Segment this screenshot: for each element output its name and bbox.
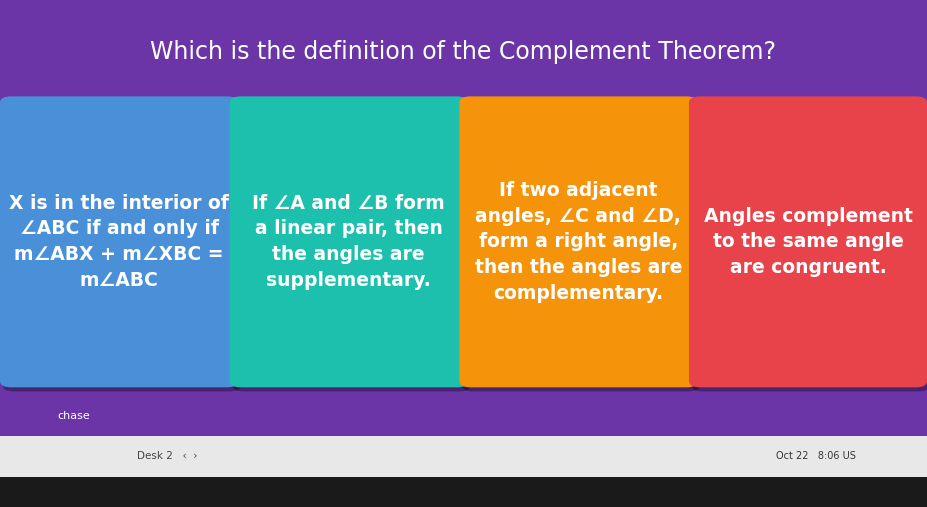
Text: Angles complement
to the same angle
are congruent.: Angles complement to the same angle are … xyxy=(704,207,912,277)
Text: chase: chase xyxy=(57,411,91,421)
Text: Which is the definition of the Complement Theorem?: Which is the definition of the Complemen… xyxy=(150,41,777,64)
FancyBboxPatch shape xyxy=(233,100,470,391)
Text: If ∠A and ∠B form
a linear pair, then
the angles are
supplementary.: If ∠A and ∠B form a linear pair, then th… xyxy=(252,194,445,290)
FancyBboxPatch shape xyxy=(459,96,697,387)
FancyBboxPatch shape xyxy=(462,100,700,391)
FancyBboxPatch shape xyxy=(230,96,467,387)
Text: Desk 2   ‹  ›: Desk 2 ‹ › xyxy=(136,451,197,461)
FancyBboxPatch shape xyxy=(692,100,927,391)
Text: X is in the interior of
∠ABC if and only if
m∠ABX + m∠XBC =
m∠ABC: X is in the interior of ∠ABC if and only… xyxy=(9,194,229,290)
FancyBboxPatch shape xyxy=(689,96,927,387)
Text: If two adjacent
angles, ∠C and ∠D,
form a right angle,
then the angles are
compl: If two adjacent angles, ∠C and ∠D, form … xyxy=(475,181,682,303)
Bar xyxy=(0,436,927,477)
Bar xyxy=(0,477,927,507)
FancyBboxPatch shape xyxy=(3,100,241,391)
Text: Oct 22   8:06 US: Oct 22 8:06 US xyxy=(776,451,856,461)
FancyBboxPatch shape xyxy=(0,96,238,387)
